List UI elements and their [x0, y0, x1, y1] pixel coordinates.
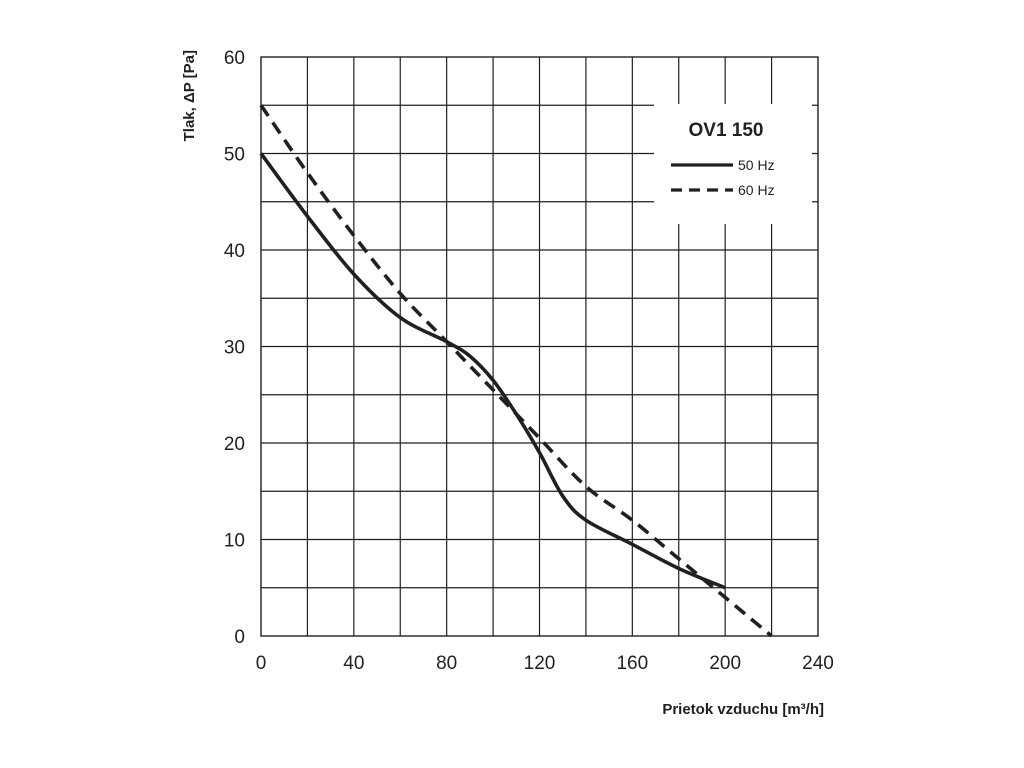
x-tick-label: 240: [802, 653, 834, 674]
x-tick-label: 160: [616, 653, 648, 674]
y-tick-label: 10: [224, 531, 245, 552]
legend-label: 50 Hz: [738, 157, 775, 173]
y-tick-label: 40: [224, 241, 245, 262]
series-layer: [259, 104, 773, 638]
y-tick-label: 50: [224, 145, 245, 166]
y-tick-label: 60: [224, 48, 245, 69]
x-tick-label: 0: [256, 653, 267, 674]
legend: OV1 150 50 Hz 60 Hz: [654, 104, 812, 224]
x-axis-title: Prietok vzduchu [m³/h]: [662, 701, 824, 718]
y-tick-label: 20: [224, 434, 245, 455]
x-tick-label: 40: [343, 653, 364, 674]
series-line-50-hz: [259, 152, 726, 590]
y-axis-title: Tlak, ΔP [Pa]: [181, 50, 198, 141]
x-tick-label: 200: [709, 653, 741, 674]
tick-labels: 0 40 80 120 160 200 240 0 10 20 30 40 50 60: [224, 48, 834, 674]
legend-label: 60 Hz: [738, 182, 775, 198]
legend-title: OV1 150: [689, 120, 764, 141]
series-line-60-hz: [259, 104, 773, 638]
y-tick-label: 30: [224, 338, 245, 359]
x-tick-label: 120: [524, 653, 556, 674]
x-tick-label: 80: [436, 653, 457, 674]
plot-frame: [260, 56, 819, 637]
y-tick-label: 0: [234, 627, 245, 648]
legend-items: 50 Hz 60 Hz: [671, 157, 775, 198]
